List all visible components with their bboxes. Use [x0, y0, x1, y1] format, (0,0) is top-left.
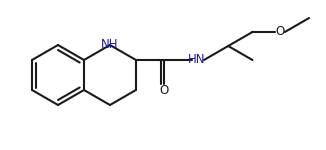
Text: NH: NH: [101, 39, 119, 51]
Text: O: O: [159, 84, 169, 97]
Text: HN: HN: [188, 54, 206, 66]
Text: O: O: [275, 26, 285, 39]
